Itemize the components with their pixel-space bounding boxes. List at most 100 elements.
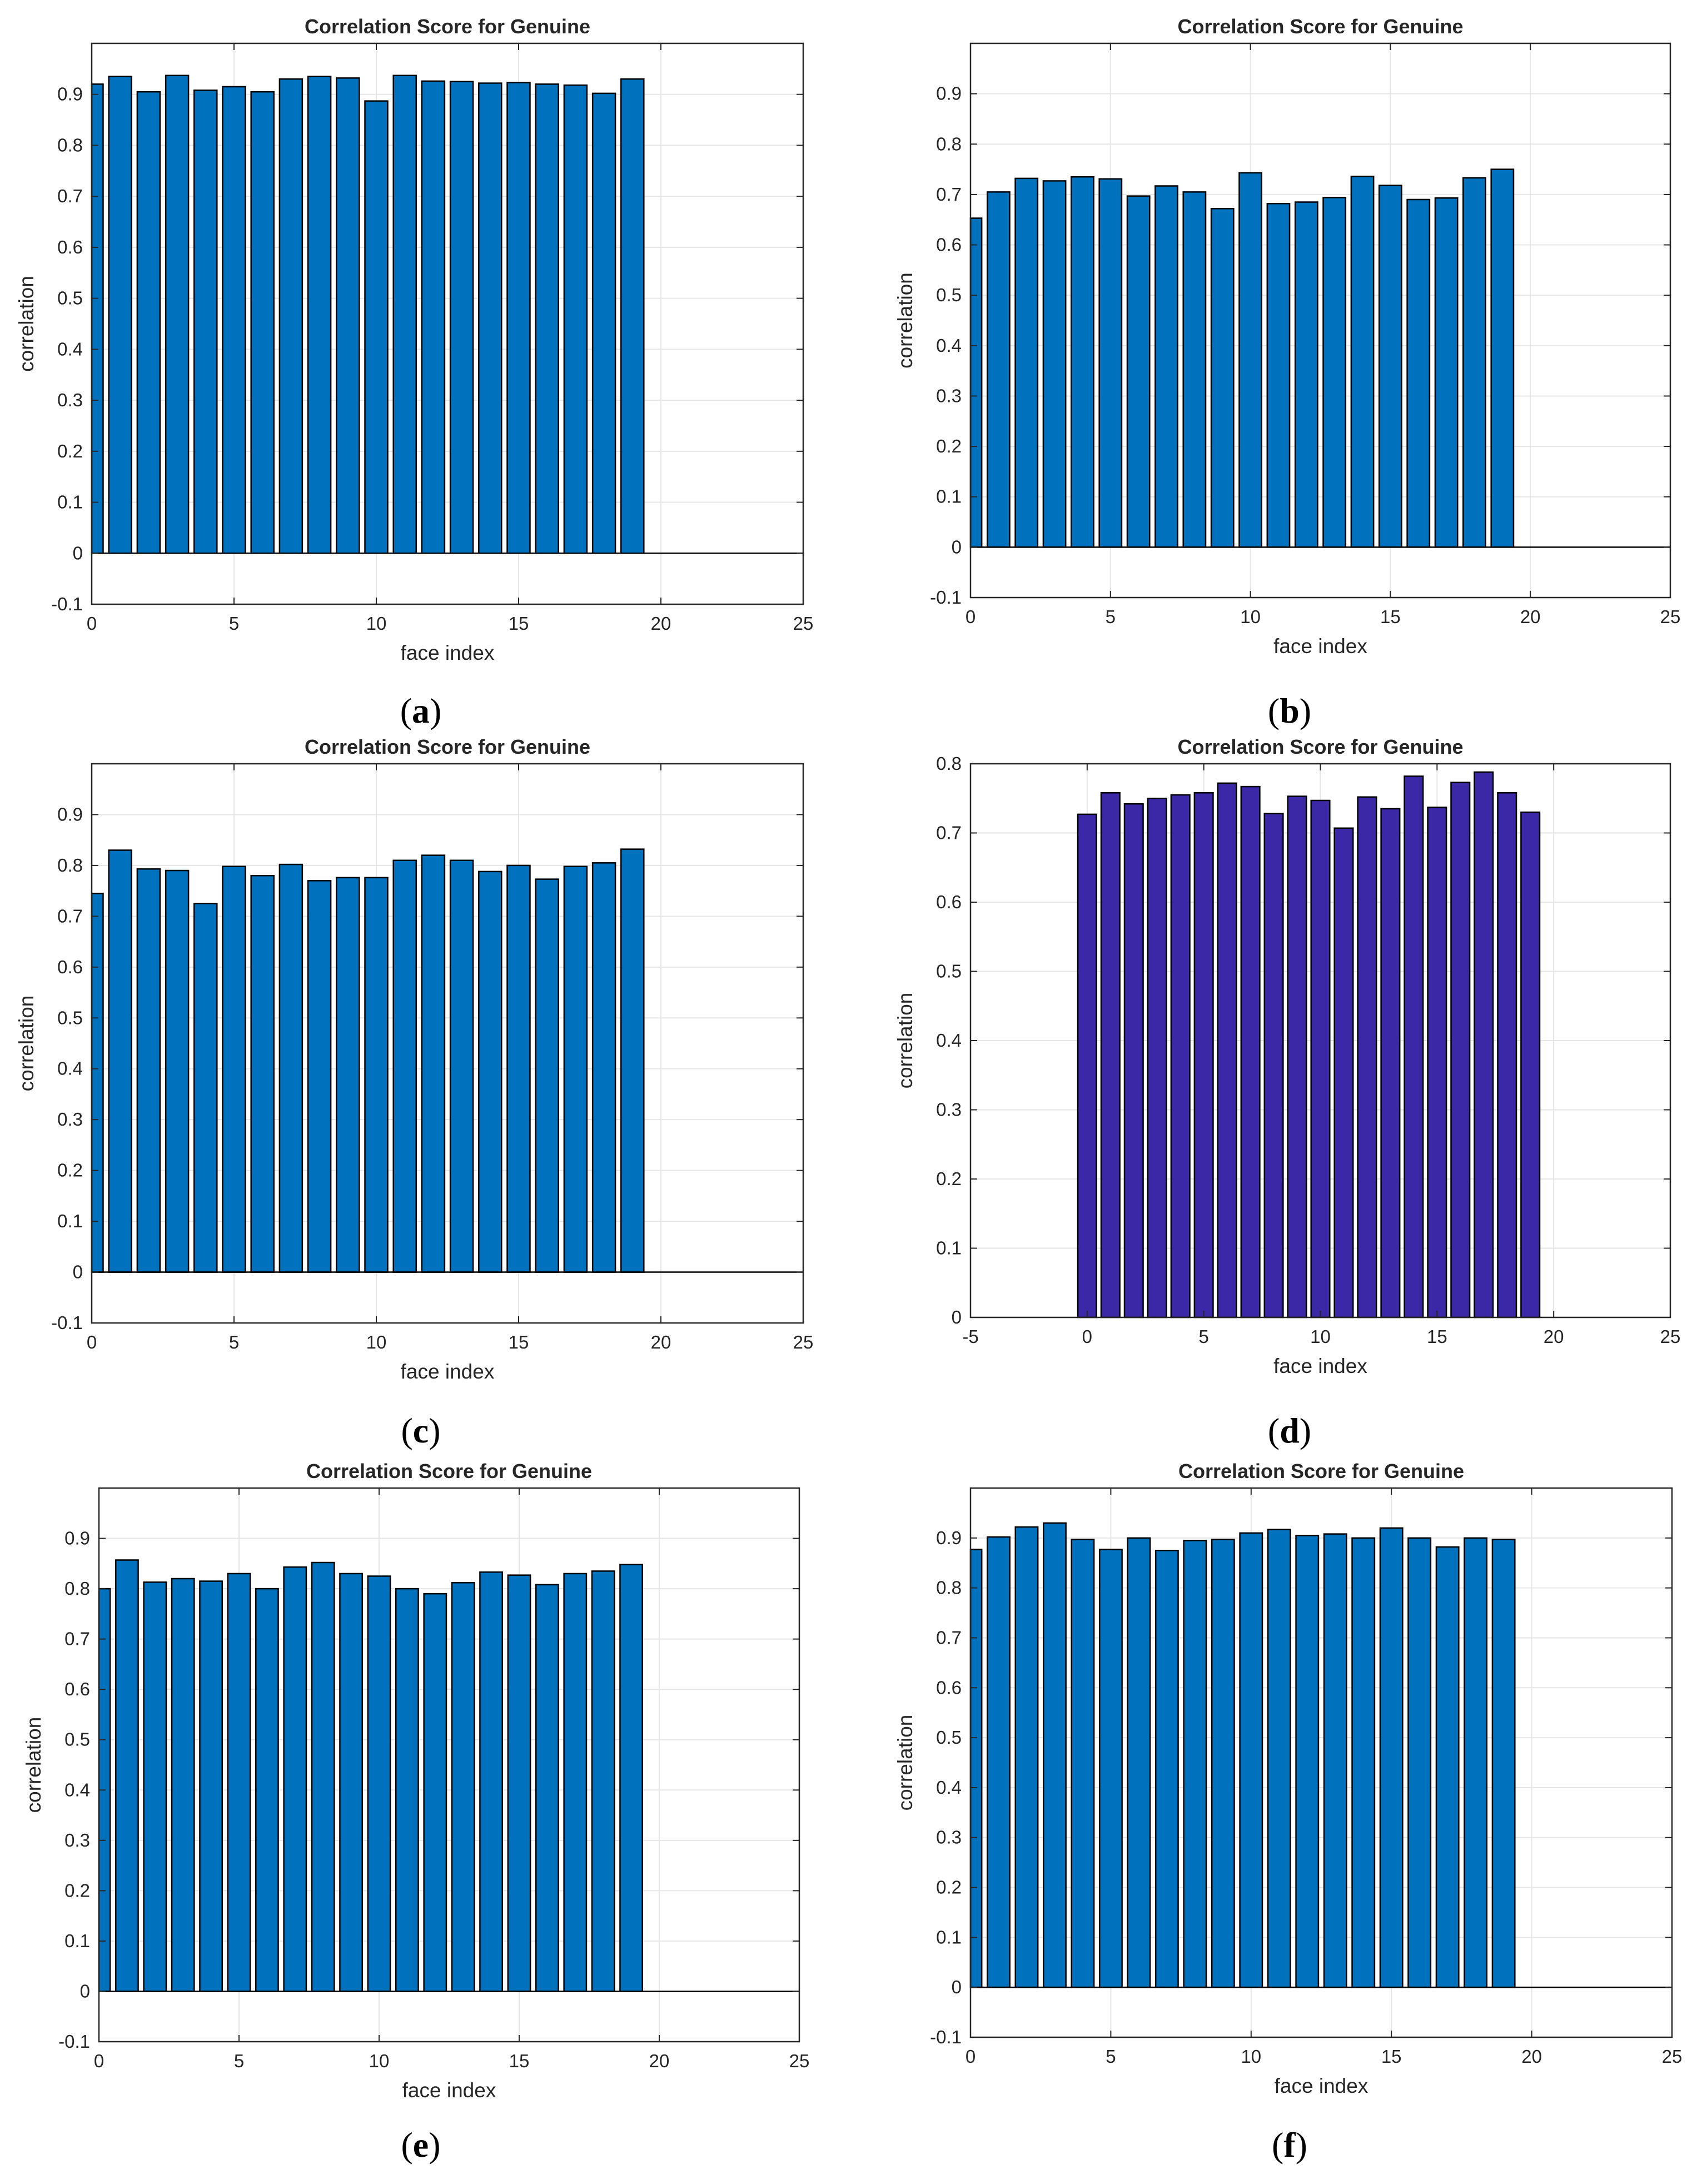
x-axis-label: face index [1273, 1355, 1367, 1377]
panel-caption: (d) [1268, 1411, 1311, 1450]
bar-15 [1427, 807, 1447, 1319]
y-tick-label: 0.5 [936, 1727, 962, 1748]
y-tick-label: 0.7 [64, 1629, 90, 1649]
bar-6 [255, 1588, 279, 1992]
bar-5 [1193, 792, 1214, 1319]
x-tick-label: 0 [87, 1332, 97, 1352]
y-tick-label: 0.6 [936, 1677, 962, 1698]
bar-1 [986, 191, 1011, 548]
bar-13 [1380, 808, 1401, 1319]
y-tick-label: 0.1 [936, 1238, 962, 1258]
bar-8 [311, 1561, 335, 1992]
x-tick-label: 25 [1660, 1326, 1681, 1347]
y-tick-label: 0.8 [936, 753, 962, 774]
x-axis-label: face index [401, 641, 495, 664]
y-tick-label: 0 [952, 1977, 962, 1997]
bar-7 [1154, 185, 1178, 548]
chart-panel-b: 0 5 10 15 20 25-0.100.10.20.30.40.50.60.70.80… [894, 15, 1680, 730]
y-tick-label: 0.9 [64, 1528, 90, 1549]
x-tick-label: -5 [962, 1326, 978, 1347]
bar-12 [421, 80, 446, 554]
y-tick-label: 0.4 [936, 1777, 962, 1798]
y-tick-label: 0.9 [57, 84, 83, 105]
bar-1 [1100, 792, 1121, 1319]
bar-9 [1287, 795, 1307, 1319]
y-tick-label: 0.6 [57, 237, 83, 257]
y-tick-label: -0.1 [58, 2031, 90, 2052]
bar-18 [591, 1570, 615, 1992]
bar-10 [1239, 1532, 1263, 1988]
bar-8 [1182, 191, 1207, 548]
bar-11 [395, 1588, 419, 1992]
bar-8 [1263, 813, 1284, 1319]
bar-16 [535, 878, 559, 1273]
bar-8 [307, 76, 332, 554]
x-axis-label: face index [1275, 2074, 1368, 2097]
x-tick-label: 20 [1544, 1326, 1564, 1347]
y-tick-label: 0.1 [64, 1931, 90, 1951]
bar-17 [563, 865, 588, 1273]
y-tick-label: 0.1 [936, 1927, 962, 1947]
bar-15 [1379, 1527, 1404, 1988]
bar-19 [1491, 1539, 1516, 1988]
caption-letter: f [1283, 2125, 1296, 2165]
chart-title: Correlation Score for Genuine [1177, 735, 1463, 758]
caption-close: ) [429, 2125, 440, 2165]
bar-14 [478, 82, 502, 554]
caption-open: ( [1268, 1411, 1280, 1450]
bar-19 [619, 1564, 644, 1992]
y-tick-label: 0 [80, 1981, 90, 2001]
axes-frame [91, 763, 804, 1324]
bar-2 [1014, 177, 1039, 548]
bar-17 [1474, 771, 1494, 1319]
x-tick-label: 20 [1520, 606, 1541, 627]
bar-18 [1462, 177, 1486, 548]
y-tick-label: 0.1 [936, 486, 962, 507]
bar-1 [108, 76, 132, 554]
axes-frame [98, 1487, 800, 2043]
y-axis-label: correlation [15, 996, 38, 1092]
x-tick-label: 5 [229, 1332, 239, 1352]
caption-close: ) [1300, 1411, 1311, 1450]
bar-18 [591, 92, 616, 554]
x-tick-label: 20 [1521, 2046, 1542, 2067]
panel-caption: (c) [401, 1411, 440, 1450]
x-tick-label: 15 [509, 2051, 530, 2071]
y-tick-label: 0.3 [64, 1830, 90, 1850]
bar-10 [364, 877, 389, 1273]
y-tick-label: 0.8 [57, 855, 83, 875]
bar-14 [478, 870, 502, 1273]
bar-17 [1435, 1546, 1460, 1988]
y-tick-label: 0.1 [57, 492, 83, 513]
axes-frame [969, 42, 1671, 599]
x-tick-label: 25 [793, 613, 814, 634]
caption-close: ) [1300, 691, 1311, 730]
y-tick-label: 0 [952, 536, 962, 557]
bar-2 [1014, 1526, 1039, 1988]
y-axis-label: correlation [15, 276, 38, 372]
bar-0 [1077, 813, 1097, 1319]
y-tick-label: 0.9 [936, 83, 962, 104]
x-tick-label: 10 [1241, 2046, 1261, 2067]
bar-8 [1183, 1540, 1207, 1988]
y-tick-label: 0.3 [57, 390, 83, 410]
y-tick-label: -0.1 [51, 1312, 83, 1333]
bar-11 [392, 74, 417, 554]
bar-9 [336, 877, 360, 1273]
caption-letter: b [1280, 691, 1300, 730]
x-tick-label: 5 [1106, 2046, 1116, 2067]
bar-7 [278, 863, 303, 1273]
y-tick-label: 0.3 [936, 1827, 962, 1848]
bar-9 [1210, 208, 1235, 548]
bar-13 [449, 81, 474, 554]
y-tick-label: 0.5 [57, 288, 83, 309]
x-tick-label: 0 [966, 2046, 976, 2067]
bar-5 [222, 865, 246, 1273]
caption-close: ) [1296, 2125, 1307, 2165]
chart-title: Correlation Score for Genuine [306, 1460, 592, 1482]
bar-9 [336, 77, 360, 554]
y-tick-label: -0.1 [930, 2027, 962, 2047]
caption-letter: d [1280, 1411, 1300, 1450]
bar-15 [507, 1574, 531, 1992]
